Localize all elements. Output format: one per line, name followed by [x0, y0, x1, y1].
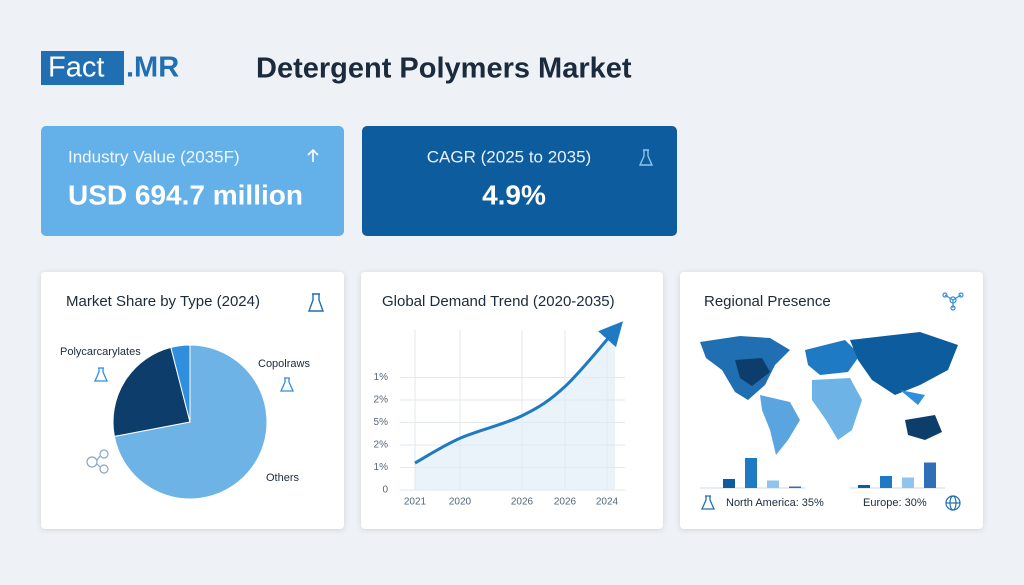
pie-slice — [113, 344, 268, 500]
y-tick-label: 0 — [382, 485, 388, 496]
kpi-value: 4.9% — [482, 179, 546, 210]
panel-title: Global Demand Trend (2020-2035) — [382, 293, 615, 310]
brand-right: .MR — [126, 52, 179, 84]
y-tick-label: 2% — [374, 395, 389, 406]
y-tick-label: 2% — [374, 440, 389, 451]
x-tick-label: 2020 — [449, 497, 472, 508]
flask-icon — [93, 367, 109, 382]
flask-icon — [700, 495, 716, 510]
flask-icon — [638, 149, 654, 166]
x-tick-label: 2026 — [511, 497, 534, 508]
flask-icon — [279, 377, 295, 392]
kpi-label: CAGR (2025 to 2035) — [427, 147, 591, 166]
panel-title: Market Share by Type (2024) — [66, 293, 260, 310]
kpi-label: Industry Value (2035F) — [68, 147, 240, 166]
brand-box — [41, 51, 124, 85]
slice-label: Polycarcarylates — [60, 346, 141, 358]
network-icon — [942, 292, 964, 311]
bar — [924, 462, 936, 488]
pie-slice — [112, 346, 191, 438]
trend-line — [414, 321, 623, 465]
brand-left: Fact — [48, 52, 104, 84]
y-tick-label: 5% — [374, 417, 389, 428]
bar-group-label: Europe: 30% — [863, 497, 927, 509]
globe-icon — [945, 495, 961, 511]
bar — [789, 486, 801, 488]
bar — [902, 477, 914, 488]
x-tick-label: 2026 — [554, 497, 577, 508]
slice-label: Copolraws — [258, 358, 310, 370]
x-tick-label: 2021 — [404, 497, 427, 508]
bar — [880, 476, 892, 488]
bar — [858, 485, 870, 488]
kpi-card — [362, 126, 677, 236]
bar — [723, 479, 735, 488]
bar-group-label: North America: 35% — [726, 497, 824, 509]
molecule-icon — [86, 449, 109, 474]
pie-slice — [170, 344, 191, 423]
arrow-icon — [307, 148, 319, 162]
panel-title: Regional Presence — [704, 293, 831, 310]
bar — [745, 458, 757, 488]
kpi-value: USD 694.7 million — [68, 179, 303, 210]
area — [415, 330, 615, 490]
page-title: Detergent Polymers Market — [256, 53, 632, 85]
slice-label: Others — [266, 472, 300, 484]
world-map — [700, 332, 958, 455]
kpi-card — [41, 126, 344, 236]
y-tick-label: 1% — [374, 372, 389, 383]
x-tick-label: 2024 — [596, 497, 619, 508]
bar — [767, 480, 779, 488]
y-tick-label: 1% — [374, 462, 389, 473]
flask-icon — [308, 293, 324, 312]
